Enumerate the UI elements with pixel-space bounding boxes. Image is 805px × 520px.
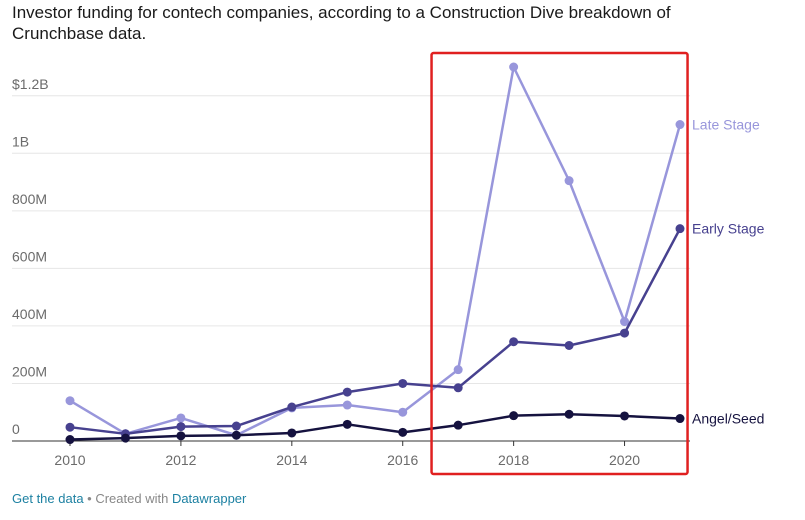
data-point-angel-seed-2012 bbox=[176, 431, 186, 441]
x-tick-label-2010: 2010 bbox=[54, 452, 85, 468]
data-point-late-stage-2016 bbox=[398, 407, 408, 417]
highlight-box bbox=[430, 51, 689, 476]
gridlines bbox=[12, 95, 690, 442]
data-point-early-stage-2020 bbox=[620, 328, 630, 338]
data-point-angel-seed-2016 bbox=[398, 427, 408, 437]
data-point-early-stage-2015 bbox=[342, 387, 352, 397]
y-tick-label-1200: $1.2B bbox=[12, 76, 49, 92]
data-point-late-stage-2017 bbox=[453, 365, 463, 375]
data-point-angel-seed-2014 bbox=[287, 428, 297, 438]
data-point-late-stage-2015 bbox=[342, 400, 352, 410]
series-label-late-stage: Late Stage bbox=[692, 117, 760, 133]
data-point-angel-seed-2018 bbox=[509, 411, 519, 421]
data-point-angel-seed-2017 bbox=[453, 420, 463, 430]
y-tick-label-200: 200M bbox=[12, 363, 47, 379]
x-tick-label-2018: 2018 bbox=[498, 452, 529, 468]
data-point-early-stage-2018 bbox=[509, 337, 519, 347]
get-data-link[interactable]: Get the data bbox=[12, 491, 84, 506]
data-point-early-stage-2013 bbox=[231, 421, 241, 431]
data-point-angel-seed-2013 bbox=[231, 430, 241, 440]
series-line-angel-seed bbox=[69, 412, 681, 441]
data-point-early-stage-2010 bbox=[65, 422, 75, 432]
footer: Get the data • Created with Datawrapper bbox=[12, 491, 246, 506]
highlight-box-group bbox=[430, 51, 689, 476]
y-tick-label-400: 400M bbox=[12, 306, 47, 322]
data-point-late-stage-2019 bbox=[564, 176, 574, 186]
data-point-angel-seed-2010 bbox=[65, 435, 75, 445]
x-tick-label-2020: 2020 bbox=[609, 452, 640, 468]
series-label-angel-seed: Angel/Seed bbox=[692, 411, 764, 427]
data-point-late-stage-2018 bbox=[509, 62, 519, 72]
x-tick-label-2016: 2016 bbox=[387, 452, 418, 468]
x-tick-label-2012: 2012 bbox=[165, 452, 196, 468]
chart-subtitle: Investor funding for contech companies, … bbox=[12, 3, 671, 43]
datawrapper-link[interactable]: Datawrapper bbox=[171, 491, 247, 506]
data-point-early-stage-2016 bbox=[398, 378, 408, 388]
x-tick-label-2014: 2014 bbox=[276, 452, 307, 468]
data-point-early-stage-2012 bbox=[176, 422, 186, 432]
x-axis-ticks: 2010 2012 2014 2016 2018 2020 bbox=[54, 441, 640, 468]
series-label-early-stage: Early Stage bbox=[692, 221, 765, 237]
data-point-early-stage-2021 bbox=[675, 224, 685, 234]
data-point-angel-seed-2019 bbox=[564, 409, 574, 419]
series-line-early-stage bbox=[69, 228, 682, 436]
data-point-angel-seed-2021 bbox=[675, 414, 685, 424]
data-point-angel-seed-2011 bbox=[120, 433, 130, 443]
y-tick-label-1000: 1B bbox=[12, 133, 29, 149]
data-point-early-stage-2019 bbox=[564, 340, 574, 350]
series-line-late-stage bbox=[69, 65, 682, 437]
data-point-late-stage-2012 bbox=[176, 413, 186, 423]
y-axis-ticks: 0 200M 400M 600M 800M 1B $1.2B bbox=[12, 76, 49, 437]
footer-separator: • Created with bbox=[83, 491, 172, 506]
series-lines bbox=[65, 62, 685, 445]
data-point-late-stage-2020 bbox=[620, 317, 630, 327]
data-point-late-stage-2010 bbox=[65, 396, 75, 406]
data-point-late-stage-2021 bbox=[675, 120, 685, 130]
series-labels: Late Stage Early Stage Angel/Seed bbox=[692, 117, 765, 427]
y-tick-label-800: 800M bbox=[12, 191, 47, 207]
y-tick-label-0: 0 bbox=[12, 421, 20, 437]
data-point-angel-seed-2020 bbox=[620, 411, 630, 421]
data-point-early-stage-2017 bbox=[453, 383, 463, 393]
data-point-angel-seed-2015 bbox=[342, 419, 352, 429]
data-point-early-stage-2014 bbox=[287, 402, 297, 412]
y-tick-label-600: 600M bbox=[12, 248, 47, 264]
